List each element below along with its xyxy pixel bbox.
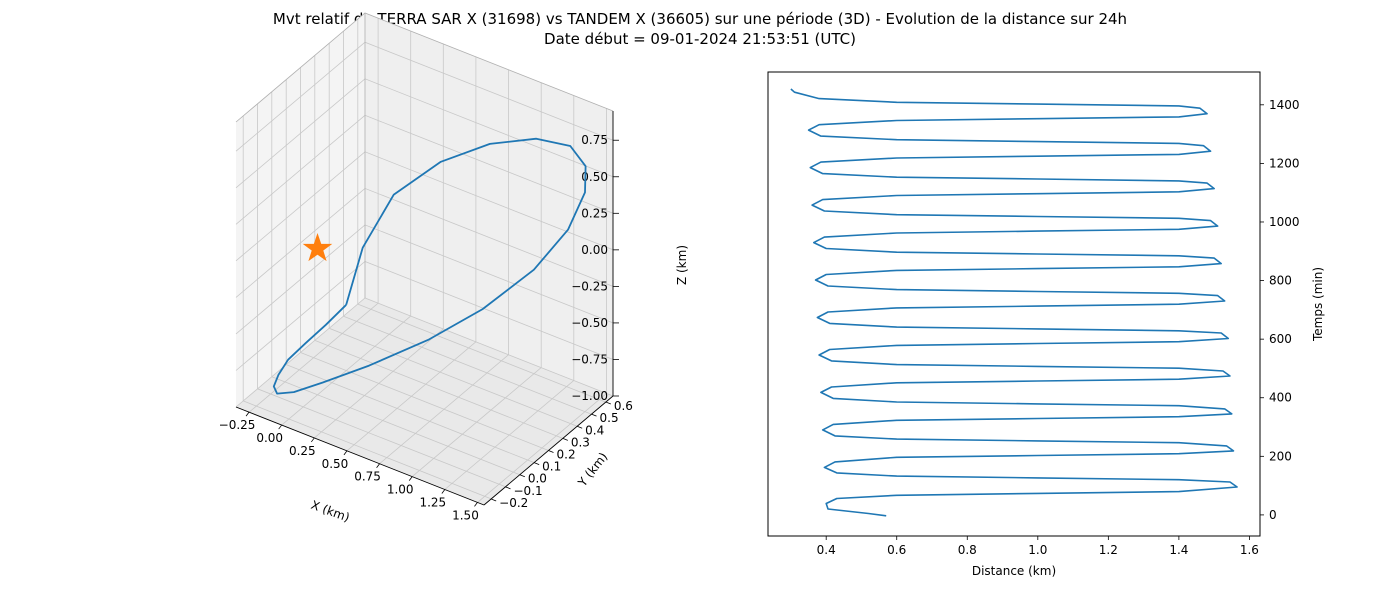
y-tick-label: 0.2 bbox=[557, 448, 576, 462]
x-tick bbox=[278, 424, 283, 430]
x-tick bbox=[441, 489, 446, 494]
x-tick bbox=[310, 437, 315, 443]
x-tick-label: 0.75 bbox=[354, 470, 381, 484]
y-tick bbox=[605, 401, 611, 405]
y-tick-label: 200 bbox=[1269, 449, 1292, 463]
star-marker bbox=[302, 233, 333, 262]
y-tick-label: 400 bbox=[1269, 391, 1292, 405]
y-axis-label: Y (km) bbox=[575, 450, 611, 490]
y-tick-label: 1400 bbox=[1269, 98, 1300, 112]
x-tick-label: 1.25 bbox=[419, 496, 446, 510]
x-axis-line bbox=[235, 406, 485, 506]
y-tick-label: 0.1 bbox=[542, 460, 561, 474]
distance-line bbox=[790, 88, 1238, 517]
y-tick-label: −0.1 bbox=[514, 484, 543, 498]
x-tick-label: 0.4 bbox=[817, 543, 836, 557]
x-tick bbox=[343, 450, 348, 456]
z-tick-label: 0.25 bbox=[581, 206, 608, 220]
x-tick-label: 0.00 bbox=[256, 431, 283, 445]
x-tick bbox=[408, 476, 413, 481]
y-tick bbox=[591, 413, 597, 417]
x-tick bbox=[245, 411, 250, 417]
x-tick-label: 1.6 bbox=[1240, 543, 1259, 557]
y-tick-label: 0.6 bbox=[614, 399, 633, 413]
y-axis-label: Temps (min) bbox=[1311, 267, 1325, 342]
z-tick-label: −0.75 bbox=[571, 352, 608, 366]
y-tick-label: 800 bbox=[1269, 274, 1292, 288]
y-tick-label: 600 bbox=[1269, 332, 1292, 346]
y-tick bbox=[548, 450, 554, 453]
figure-title-line1: Mvt relatif de TERRA SAR X (31698) vs TA… bbox=[272, 10, 1128, 28]
y-tick bbox=[505, 486, 511, 490]
x-tick-label: 1.0 bbox=[1028, 543, 1047, 557]
plot-frame bbox=[767, 71, 1261, 537]
y-tick-label: 1200 bbox=[1269, 156, 1300, 170]
z-tick-label: −1.00 bbox=[571, 389, 608, 403]
x-tick-label: 0.8 bbox=[958, 543, 977, 557]
y-tick-label: 1000 bbox=[1269, 215, 1300, 229]
chart-3d: −0.250.000.250.500.751.001.251.50−0.2−0.… bbox=[219, 12, 689, 525]
y-tick-label: 0.4 bbox=[585, 423, 604, 437]
y-tick bbox=[562, 438, 568, 441]
z-tick-label: −0.50 bbox=[571, 316, 608, 330]
x-tick-label: 1.4 bbox=[1169, 543, 1188, 557]
x-tick bbox=[376, 463, 380, 468]
x-tick-label: 0.6 bbox=[887, 543, 906, 557]
y-tick-label: 0.5 bbox=[600, 411, 619, 425]
x-axis-label: X (km) bbox=[309, 498, 351, 525]
x-tick-label: 1.2 bbox=[1099, 543, 1118, 557]
chart-distance-time: 0.4 0.6 0.8 1.0 1.2 1.4 1.6 0 200 400 600 800 1000 12… bbox=[767, 71, 1325, 578]
z-tick-label: −0.25 bbox=[571, 279, 608, 293]
x-tick-label: 1.50 bbox=[452, 508, 479, 522]
y-tick-label: 0.0 bbox=[528, 472, 547, 486]
orbit-line bbox=[272, 137, 587, 395]
x-tick-label: 0.50 bbox=[322, 457, 349, 471]
y-tick-label: 0.3 bbox=[571, 435, 590, 449]
y-tick-label: −0.2 bbox=[499, 496, 528, 510]
z-tick-label: 0.00 bbox=[581, 243, 608, 257]
pane-back bbox=[365, 13, 613, 396]
y-tick bbox=[577, 425, 583, 429]
z-tick-label: 0.75 bbox=[581, 133, 608, 147]
y-tick-label: 0 bbox=[1269, 508, 1277, 522]
y-tick bbox=[519, 474, 525, 478]
figure-title-line2: Date début = 09-01-2024 21:53:51 (UTC) bbox=[544, 30, 856, 48]
x-tick-label: 0.25 bbox=[289, 444, 316, 458]
y-tick bbox=[491, 498, 497, 502]
z-axis-label: Z (km) bbox=[675, 245, 689, 285]
x-tick-label: −0.25 bbox=[219, 418, 256, 432]
x-tick bbox=[474, 502, 478, 507]
z-tick-label: 0.50 bbox=[581, 170, 608, 184]
x-axis-label: Distance (km) bbox=[972, 564, 1056, 578]
x-tick-label: 1.00 bbox=[387, 483, 414, 497]
y-tick bbox=[534, 462, 540, 465]
